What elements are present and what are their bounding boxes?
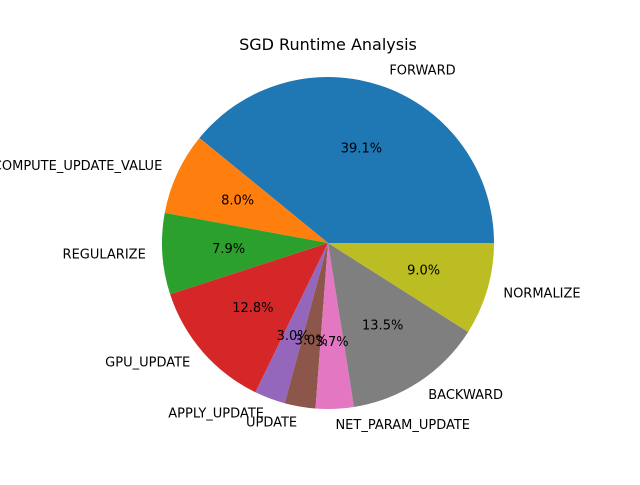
slice-label-net-param-update: NET_PARAM_UPDATE <box>335 418 470 433</box>
slice-regularize <box>161 212 328 295</box>
slice-apply-update <box>255 243 328 404</box>
slice-percent-normalize: 9.0% <box>407 263 440 278</box>
slice-forward <box>199 76 494 243</box>
pie-slices <box>161 76 494 409</box>
slice-percent-labels: 39.1%8.0%7.9%12.8%3.0%3.0%3.7%13.5%9.0% <box>212 142 440 350</box>
slice-label-gpu-update: GPU_UPDATE <box>105 355 190 370</box>
slice-update <box>284 243 328 409</box>
slice-percent-gpu-update: 12.8% <box>232 301 273 316</box>
slice-percent-forward: 39.1% <box>341 142 382 157</box>
slice-backward <box>328 243 469 407</box>
slice-label-regularize: REGULARIZE <box>63 248 146 263</box>
slice-labels: FORWARD COMPUTE_UPDATE_VALUE REGULARIZE GPU… <box>0 64 581 433</box>
slice-percent-compute-update-value: 8.0% <box>221 194 254 209</box>
slice-percent-apply-update: 3.0% <box>277 329 310 344</box>
slice-gpu-update <box>170 243 328 393</box>
slice-net-param-update <box>315 243 354 409</box>
chart-title: SGD Runtime Analysis <box>239 35 417 54</box>
slice-label-normalize: NORMALIZE <box>503 286 580 301</box>
slice-normalize <box>328 243 494 332</box>
slice-percent-backward: 13.5% <box>362 319 403 334</box>
slice-percent-update: 3.0% <box>295 334 328 349</box>
slice-percent-regularize: 7.9% <box>212 242 245 257</box>
slice-compute-update-value <box>164 137 328 243</box>
slice-label-backward: BACKWARD <box>428 388 503 403</box>
slice-percent-net-param-update: 3.7% <box>316 335 349 350</box>
slice-label-forward: FORWARD <box>389 64 455 79</box>
slice-label-compute-update-value: COMPUTE_UPDATE_VALUE <box>0 159 162 174</box>
slice-label-update: UPDATE <box>246 415 297 430</box>
slice-label-apply-update: APPLY_UPDATE <box>168 407 264 422</box>
